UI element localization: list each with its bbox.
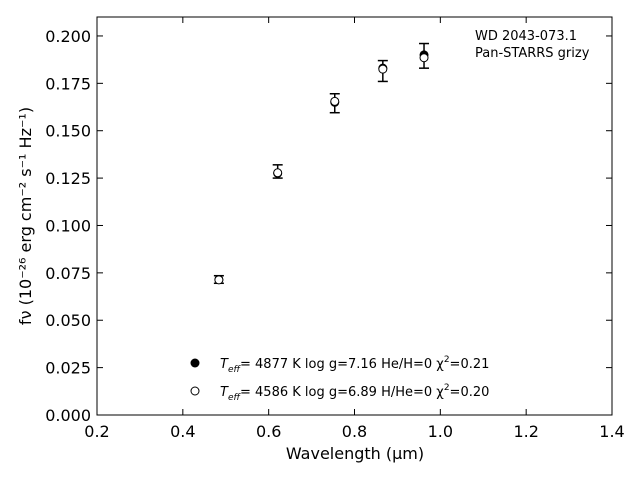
x-axis-label: Wavelength (μm) bbox=[286, 444, 424, 463]
x-tick-label: 0.6 bbox=[256, 422, 281, 441]
legend: Teff= 4877 K log g=7.16 He/H=0 χ2=0.21 T… bbox=[190, 355, 489, 403]
y-tick-label: 0.025 bbox=[45, 359, 91, 378]
point-open bbox=[273, 168, 283, 178]
x-tick-label: 1.4 bbox=[599, 422, 624, 441]
axis-ticks: 0.2 0.4 0.6 0.8 1.0 1.2 1.4 0.000 0.025 0.050 0.07… bbox=[45, 17, 625, 441]
annotation-survey: Pan-STARRS grizy bbox=[475, 46, 590, 61]
legend-label-open: Teff= 4586 K log g=6.89 H/He=0 χ2=0.20 bbox=[220, 383, 489, 403]
legend-marker-open bbox=[190, 386, 200, 396]
y-tick-label: 0.050 bbox=[45, 311, 91, 330]
x-tick-label: 0.8 bbox=[342, 422, 367, 441]
legend-marker-filled bbox=[190, 358, 200, 368]
y-tick-label: 0.125 bbox=[45, 169, 91, 188]
point-open bbox=[214, 275, 224, 285]
annotation-object: WD 2043-073.1 bbox=[475, 29, 577, 44]
y-tick-label: 0.000 bbox=[45, 406, 91, 425]
y-tick-label: 0.075 bbox=[45, 264, 91, 283]
y-tick-label: 0.200 bbox=[45, 27, 91, 46]
x-tick-label: 1.0 bbox=[428, 422, 453, 441]
legend-label-filled: Teff= 4877 K log g=7.16 He/H=0 χ2=0.21 bbox=[220, 355, 489, 375]
y-tick-label: 0.175 bbox=[45, 74, 91, 93]
point-open bbox=[378, 64, 388, 74]
plot-frame bbox=[96, 16, 613, 416]
point-open bbox=[419, 53, 429, 63]
data-points bbox=[213, 42, 430, 285]
x-tick-label: 1.2 bbox=[513, 422, 538, 441]
y-axis-label: fν (10⁻²⁶ erg cm⁻² s⁻¹ Hz⁻¹) bbox=[16, 107, 35, 325]
x-tick-label: 0.2 bbox=[84, 422, 109, 441]
y-tick-label: 0.100 bbox=[45, 216, 91, 235]
point-open bbox=[330, 96, 340, 106]
y-tick-label: 0.150 bbox=[45, 122, 91, 141]
x-tick-label: 0.4 bbox=[170, 422, 195, 441]
